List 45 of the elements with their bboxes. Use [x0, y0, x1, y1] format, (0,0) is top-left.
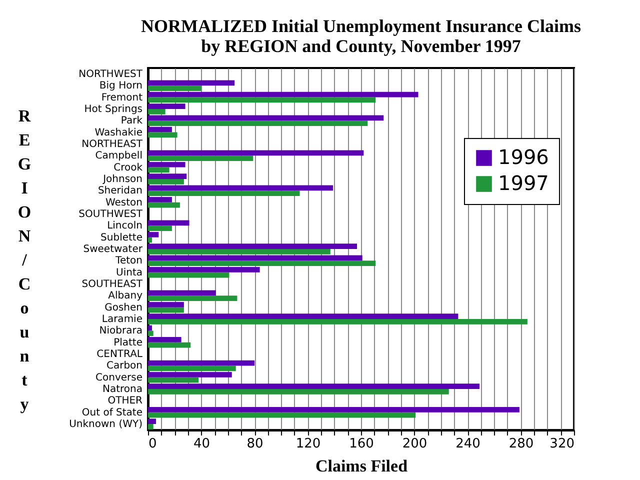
y-tick-label: Campbell [95, 150, 142, 162]
text: REGION/County [18, 106, 32, 414]
x-tick-label: 280 [508, 436, 534, 452]
y-tick-label: NORTHWEST [78, 68, 144, 80]
y-tick-label: Fremont [101, 92, 143, 104]
y-tick-label: SOUTHEAST [82, 279, 144, 290]
y-tick-label: Teton [114, 256, 142, 267]
x-tick-label: 240 [456, 436, 480, 452]
x-tick-label: 120 [296, 436, 321, 452]
y-tick-label: Carbon [106, 360, 142, 372]
y-tick-label: Natrona [102, 384, 142, 396]
x-tick-label: 320 [550, 436, 574, 452]
legend-label: 1997 [498, 171, 549, 195]
y-tick-label: Sublette [100, 232, 142, 244]
y-tick-label: Weston [105, 197, 142, 208]
y-tick-label: CENTRAL [96, 349, 143, 360]
y-tick-label: Big Horn [99, 80, 142, 92]
y-tick-label: NORTHEAST [82, 138, 144, 150]
x-tick-label: 80 [246, 436, 264, 452]
y-tick-label: Uinta [116, 267, 142, 278]
legend-label: 1996 [498, 145, 549, 169]
y-tick-label: Hot Springs [84, 104, 142, 115]
y-tick-label: Out of State [82, 407, 142, 418]
x-tick-label: 0 [148, 436, 157, 452]
x-axis-title: Claims Filed [315, 456, 408, 476]
y-tick-label: Park [120, 116, 143, 127]
y-tick-label: OTHER [108, 396, 143, 407]
y-tick-label: Goshen [104, 302, 142, 314]
x-tick-label: 200 [402, 436, 428, 452]
y-tick-label: Unknown (WY) [69, 419, 143, 430]
y-tick-label: Sheridan [98, 186, 142, 197]
y-tick-label: Laramie [102, 314, 142, 326]
y-tick-label: Albany [108, 290, 143, 302]
y-tick-label: Sweetwater [83, 244, 144, 255]
y-tick-label: Crook [114, 162, 143, 174]
y-tick-label: Niobrara [99, 326, 142, 337]
y-tick-label: Washakie [94, 127, 142, 138]
y-tick-label: Johnson [102, 174, 142, 185]
y-tick-label: Converse [96, 372, 142, 384]
x-tick-label: 160 [349, 436, 374, 452]
chart-title: NORMALIZED Initial Unemployment Insurance Claims by REGION and County, November 1997 [140, 16, 582, 56]
y-tick-label: SOUTHWEST [78, 208, 144, 220]
x-tick-label: 40 [193, 436, 210, 452]
y-tick-label: Lincoln [107, 220, 142, 232]
y-tick-label: Platte [114, 337, 142, 348]
